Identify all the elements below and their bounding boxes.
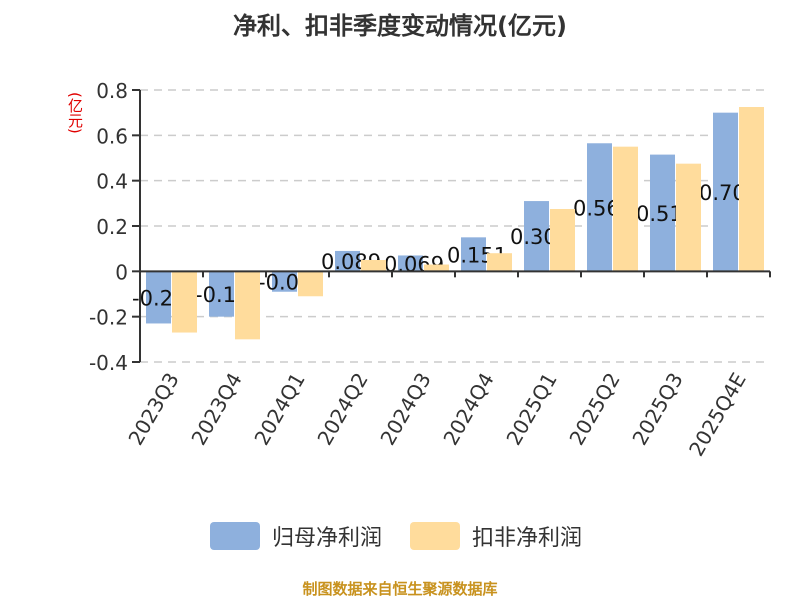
bar-deducted-profit[interactable] [676, 163, 701, 272]
bar-net-profit[interactable] [272, 271, 297, 292]
legend: 归母净利润 扣非净利润 [0, 520, 800, 552]
data-label: 0.56 [573, 196, 620, 220]
bar-net-profit[interactable] [398, 255, 423, 272]
legend-item-deducted-profit[interactable]: 扣非净利润 [410, 520, 582, 552]
data-label: 0.30 [510, 225, 557, 249]
x-tick-label: 2025Q1 [501, 369, 561, 450]
bar-net-profit[interactable] [587, 143, 612, 272]
x-tick-label: 2024Q3 [375, 369, 435, 450]
bar-deducted-profit[interactable] [613, 146, 638, 272]
data-label: 0.70 [699, 181, 746, 205]
bar-net-profit[interactable] [650, 154, 675, 272]
bar-deducted-profit[interactable] [424, 264, 449, 272]
x-tick-label: 2024Q2 [312, 369, 372, 450]
x-tick-label: 2023Q4 [186, 369, 246, 450]
x-tick-label: 2024Q4 [438, 369, 498, 450]
bar-net-profit[interactable] [461, 237, 486, 272]
bar-net-profit[interactable] [335, 250, 360, 272]
x-tick-label: 2025Q4E [684, 369, 751, 461]
y-axis-unit: (亿元) [66, 92, 84, 134]
legend-label: 归母净利润 [272, 526, 383, 551]
data-source-note: 制图数据来自恒生聚源数据库 [302, 580, 498, 598]
bar-net-profit[interactable] [146, 271, 171, 324]
bar-deducted-profit[interactable] [739, 107, 764, 272]
x-tick-label: 2025Q2 [564, 369, 624, 450]
x-axis-labels: 2023Q3 2023Q4 2024Q1 2024Q2 2024Q3 2024Q4 2025… [123, 369, 750, 461]
y-tick-label: -0.2 [89, 306, 128, 330]
legend-label: 扣非净利润 [472, 526, 583, 551]
chart-title: 净利、扣非季度变动情况(亿元) [233, 12, 567, 40]
legend-swatch-net-profit [210, 522, 260, 550]
x-tick-label: 2025Q3 [627, 369, 687, 450]
bar-net-profit[interactable] [713, 112, 738, 272]
data-label: 0.069 [384, 252, 444, 276]
y-tick-label: 0.6 [96, 124, 128, 148]
gridlines [140, 89, 770, 363]
bar-deducted-profit[interactable] [298, 271, 323, 297]
x-tick-label: 2024Q1 [249, 369, 309, 450]
legend-item-net-profit[interactable]: 归母净利润 [210, 520, 382, 552]
bar-net-profit[interactable] [209, 271, 234, 317]
y-tick-label: 0.4 [96, 170, 128, 194]
bar-deducted-profit[interactable] [550, 209, 575, 272]
bar-net-profit[interactable] [524, 201, 549, 272]
y-tick-label: 0.8 [96, 79, 128, 103]
y-tick-label: -0.4 [89, 351, 128, 375]
series-deducted-profit-bars [172, 107, 764, 340]
x-tick-label: 2023Q3 [123, 369, 183, 450]
bar-deducted-profit[interactable] [487, 253, 512, 272]
bar-deducted-profit[interactable] [361, 260, 386, 272]
series-net-profit-bars [146, 112, 738, 324]
bar-deducted-profit[interactable] [172, 271, 197, 333]
axes: 0.8 0.6 0.4 0.2 0 -0.2 -0.4 [89, 79, 771, 375]
legend-swatch-deducted-profit [410, 522, 460, 550]
y-tick-label: 0.2 [96, 215, 128, 239]
data-label: 0.51 [636, 202, 683, 226]
bar-deducted-profit[interactable] [235, 271, 260, 340]
y-tick-label: 0 [115, 260, 128, 284]
